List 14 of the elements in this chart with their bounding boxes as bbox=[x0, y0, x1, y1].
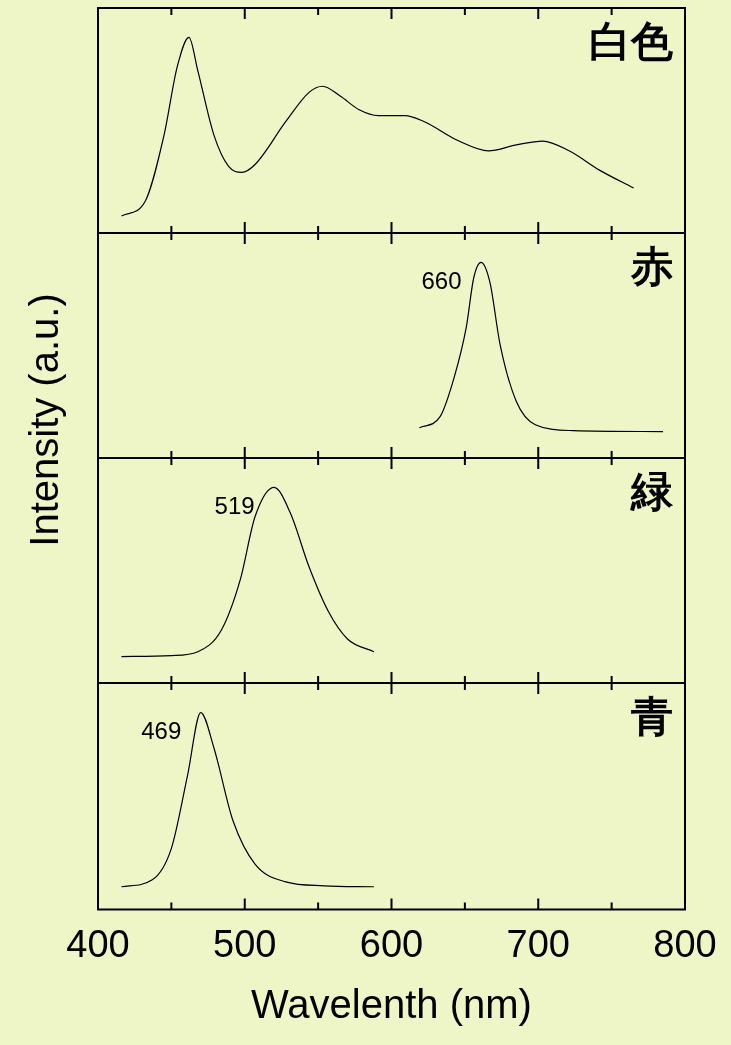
annotation: 660 bbox=[421, 266, 462, 294]
y-axis-title: Intensity (a.u.) bbox=[21, 293, 67, 547]
annotation: 469 bbox=[141, 717, 182, 745]
x-tick-label: 700 bbox=[506, 922, 570, 965]
x-tick-label: 800 bbox=[653, 922, 717, 965]
chart-title: 赤 bbox=[630, 241, 673, 291]
chart-title: 青 bbox=[630, 691, 673, 741]
chart-title: 白色 bbox=[589, 16, 673, 66]
x-tick-label: 600 bbox=[359, 922, 424, 965]
annotation: 519 bbox=[214, 491, 255, 519]
chart-title: 緑 bbox=[630, 466, 674, 516]
x-tick-label: 500 bbox=[213, 922, 277, 965]
x-axis-title: Wavelenth (nm) bbox=[251, 982, 532, 1027]
x-tick-label: 400 bbox=[66, 922, 130, 965]
